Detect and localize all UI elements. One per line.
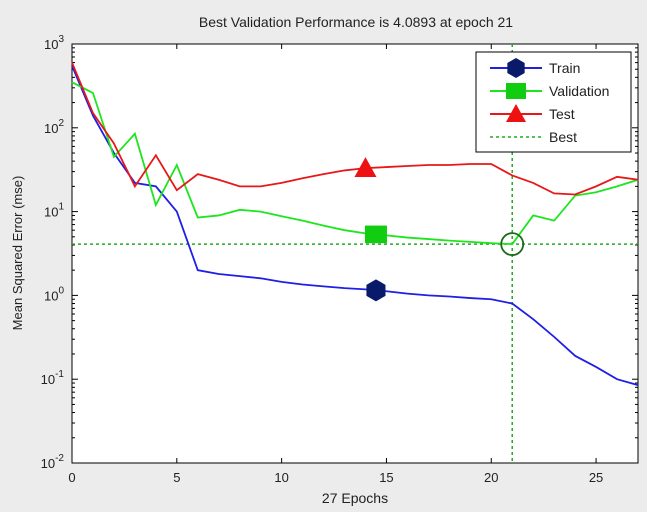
y-tick-label: 10-2 (41, 453, 65, 471)
y-tick-exponent: 0 (58, 285, 64, 296)
best-epoch-circle (500, 232, 525, 257)
y-tick-label: 103 (44, 34, 64, 52)
y-tick-base: 10 (44, 288, 58, 303)
y-tick-exponent: 3 (58, 34, 64, 45)
y-tick-exponent: -2 (55, 453, 64, 464)
x-tick-label: 15 (379, 470, 393, 485)
y-tick-base: 10 (44, 37, 58, 52)
train-line (71, 65, 639, 386)
y-tick-exponent: -1 (55, 369, 64, 380)
y-tick-base: 10 (44, 205, 58, 220)
legend-label-validation: Validation (549, 83, 609, 99)
legend: Train Validation Test Best (475, 51, 632, 153)
y-tick-label: 102 (44, 118, 64, 136)
x-tick-label: 25 (589, 470, 603, 485)
series-lines (71, 62, 639, 386)
x-axis-ticks: 0 5 10 15 20 25 (68, 44, 603, 485)
y-tick-label: 100 (44, 285, 64, 303)
y-tick-base: 10 (44, 121, 58, 136)
legend-marker-test (506, 104, 526, 122)
legend-marker-train (507, 58, 525, 78)
x-tick-label: 10 (274, 470, 288, 485)
test-marker (354, 157, 377, 177)
x-tick-label: 20 (484, 470, 498, 485)
chart-title: Best Validation Performance is 4.0893 at… (199, 14, 513, 30)
y-tick-label: 10-1 (41, 369, 65, 387)
x-tick-label: 0 (68, 470, 75, 485)
x-axis-label: 27 Epochs (322, 490, 388, 506)
legend-marker-validation (506, 83, 526, 99)
best-reference-lines (72, 44, 638, 463)
y-tick-base: 10 (41, 456, 55, 471)
y-tick-base: 10 (41, 372, 55, 387)
validation-line (71, 81, 639, 246)
legend-label-train: Train (549, 60, 580, 76)
test-line (71, 62, 639, 196)
y-axis-label: Mean Squared Error (mse) (10, 176, 25, 331)
legend-label-best: Best (549, 129, 577, 145)
x-tick-label: 5 (173, 470, 180, 485)
train-marker (366, 279, 386, 302)
y-tick-exponent: 2 (58, 118, 64, 129)
validation-marker (364, 225, 387, 244)
y-tick-exponent: 1 (58, 202, 64, 213)
series-markers (354, 157, 525, 302)
y-tick-label: 101 (44, 202, 64, 220)
legend-label-test: Test (549, 106, 575, 122)
